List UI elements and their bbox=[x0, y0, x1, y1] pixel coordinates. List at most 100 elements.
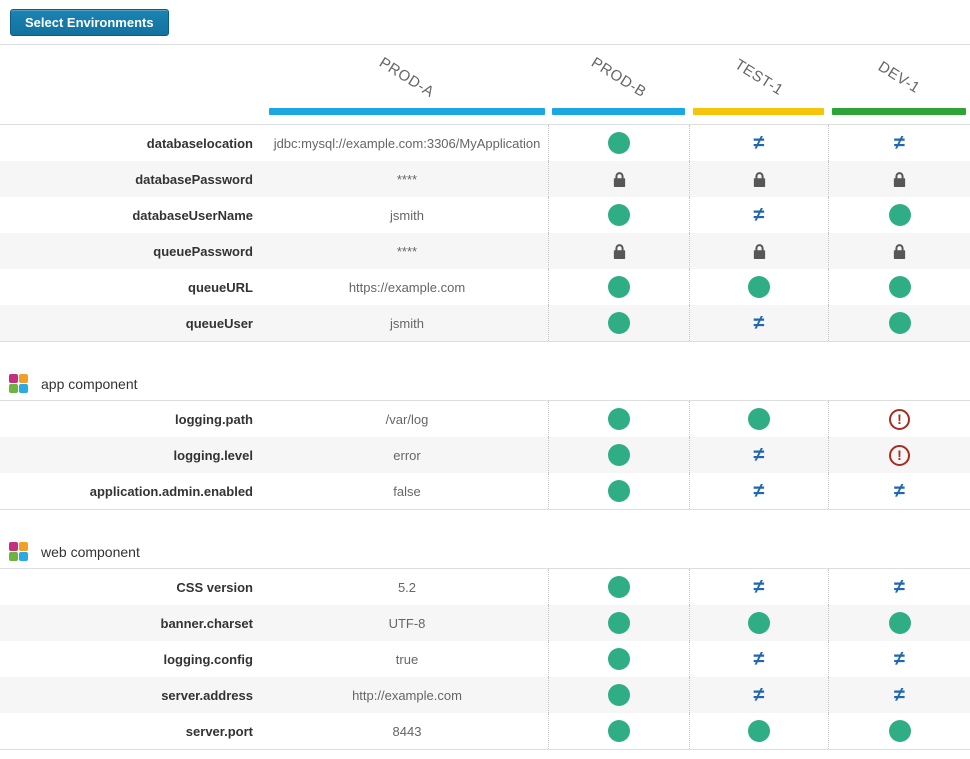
status-cell-prod-b bbox=[548, 233, 689, 269]
env-name-label: PROD-A bbox=[376, 54, 438, 101]
property-value-prod-a: true bbox=[395, 651, 419, 667]
equal-icon[interactable] bbox=[608, 408, 630, 430]
equal-icon[interactable] bbox=[748, 408, 770, 430]
property-row: logging.path /var/log ! bbox=[0, 401, 970, 437]
status-cell-test-1: ≠ bbox=[689, 197, 828, 233]
environment-header-row: PROD-A PROD-B TEST-1 DEV-1 bbox=[0, 45, 970, 125]
toolbar: Select Environments bbox=[0, 0, 970, 44]
env-name-label: DEV-1 bbox=[875, 58, 923, 97]
property-value-prod-a: jsmith bbox=[390, 315, 424, 331]
status-cell-prod-b bbox=[548, 197, 689, 233]
status-cell-prod-b bbox=[548, 473, 689, 509]
equal-icon[interactable] bbox=[888, 204, 911, 226]
env-color-bar bbox=[832, 108, 966, 115]
equal-icon[interactable] bbox=[888, 612, 911, 634]
not-equal-icon[interactable]: ≠ bbox=[894, 648, 905, 670]
property-row: queueURL https://example.com bbox=[0, 269, 970, 305]
equal-icon[interactable] bbox=[888, 276, 911, 298]
property-name: queuePassword bbox=[153, 243, 253, 259]
lock-icon[interactable] bbox=[891, 243, 908, 260]
section-title: web component bbox=[41, 544, 140, 560]
env-color-bar bbox=[552, 108, 685, 115]
property-value-prod-a: /var/log bbox=[385, 411, 429, 427]
status-cell-prod-b bbox=[548, 641, 689, 677]
equal-icon[interactable] bbox=[608, 720, 630, 742]
equal-icon[interactable] bbox=[608, 204, 630, 226]
not-equal-icon[interactable]: ≠ bbox=[753, 648, 765, 670]
lock-icon[interactable] bbox=[891, 171, 908, 188]
not-equal-icon[interactable]: ≠ bbox=[753, 204, 765, 226]
lock-icon[interactable] bbox=[611, 171, 628, 188]
equal-icon[interactable] bbox=[608, 684, 630, 706]
status-cell-test-1 bbox=[689, 161, 828, 197]
property-name: server.address bbox=[161, 687, 253, 703]
status-cell-dev-1: ≠ bbox=[828, 569, 970, 605]
warning-icon[interactable]: ! bbox=[889, 444, 910, 466]
property-name: logging.level bbox=[173, 447, 253, 463]
status-cell-test-1: ≠ bbox=[689, 305, 828, 341]
status-cell-prod-b bbox=[548, 605, 689, 641]
property-value-prod-a: false bbox=[393, 483, 421, 499]
select-environments-button[interactable]: Select Environments bbox=[10, 9, 169, 36]
not-equal-icon[interactable]: ≠ bbox=[753, 444, 765, 466]
property-value-prod-a: jsmith bbox=[390, 207, 424, 223]
property-row: application.admin.enabled false ≠ ≠ bbox=[0, 473, 970, 509]
env-color-bar bbox=[268, 108, 546, 115]
property-row: logging.config true ≠ ≠ bbox=[0, 641, 970, 677]
equal-icon[interactable] bbox=[608, 480, 630, 502]
not-equal-icon[interactable]: ≠ bbox=[894, 684, 905, 706]
status-cell-test-1: ≠ bbox=[689, 473, 828, 509]
not-equal-icon[interactable]: ≠ bbox=[753, 132, 765, 154]
not-equal-icon[interactable]: ≠ bbox=[894, 576, 905, 598]
equal-icon[interactable] bbox=[608, 312, 630, 334]
equal-icon[interactable] bbox=[608, 648, 630, 670]
equal-icon[interactable] bbox=[608, 132, 630, 154]
warning-icon[interactable]: ! bbox=[889, 408, 910, 430]
not-equal-icon[interactable]: ≠ bbox=[753, 480, 765, 502]
status-cell-prod-b bbox=[548, 677, 689, 713]
not-equal-icon[interactable]: ≠ bbox=[894, 132, 905, 154]
status-cell-test-1 bbox=[689, 233, 828, 269]
equal-icon[interactable] bbox=[888, 312, 911, 334]
section-rows: CSS version 5.2 ≠ ≠ banner.charset UTF-8… bbox=[0, 569, 970, 750]
equal-icon[interactable] bbox=[608, 576, 630, 598]
env-header-prod-a: PROD-A bbox=[266, 45, 548, 124]
property-row: logging.level error ≠ ! bbox=[0, 437, 970, 473]
lock-icon[interactable] bbox=[751, 243, 768, 260]
status-cell-dev-1 bbox=[828, 161, 970, 197]
not-equal-icon[interactable]: ≠ bbox=[894, 480, 905, 502]
status-cell-prod-b bbox=[548, 437, 689, 473]
status-cell-test-1 bbox=[689, 605, 828, 641]
lock-icon[interactable] bbox=[751, 171, 768, 188]
property-name: queueUser bbox=[185, 315, 253, 331]
not-equal-icon[interactable]: ≠ bbox=[753, 576, 765, 598]
status-cell-test-1 bbox=[689, 401, 828, 437]
status-cell-prod-b bbox=[548, 125, 689, 161]
component-puzzle-icon bbox=[9, 374, 29, 394]
lock-icon[interactable] bbox=[611, 243, 628, 260]
property-row: queuePassword **** bbox=[0, 233, 970, 269]
status-cell-dev-1: ! bbox=[828, 437, 970, 473]
not-equal-icon[interactable]: ≠ bbox=[753, 312, 765, 334]
property-value-prod-a: error bbox=[393, 447, 421, 463]
status-cell-dev-1: ≠ bbox=[828, 473, 970, 509]
status-cell-prod-b bbox=[548, 569, 689, 605]
equal-icon[interactable] bbox=[748, 276, 770, 298]
env-header-test-1: TEST-1 bbox=[689, 45, 828, 124]
property-value-prod-a: **** bbox=[396, 171, 418, 187]
config-section: web component CSS version 5.2 ≠ ≠ banner… bbox=[0, 510, 970, 750]
property-row: databasePassword **** bbox=[0, 161, 970, 197]
component-puzzle-icon bbox=[9, 542, 29, 562]
not-equal-icon[interactable]: ≠ bbox=[753, 684, 765, 706]
status-cell-prod-b bbox=[548, 401, 689, 437]
equal-icon[interactable] bbox=[748, 720, 770, 742]
equal-icon[interactable] bbox=[608, 444, 630, 466]
status-cell-test-1 bbox=[689, 269, 828, 305]
property-value-prod-a: http://example.com bbox=[352, 687, 462, 703]
equal-icon[interactable] bbox=[888, 720, 911, 742]
property-name: CSS version bbox=[176, 579, 253, 595]
status-cell-dev-1 bbox=[828, 269, 970, 305]
equal-icon[interactable] bbox=[608, 276, 630, 298]
equal-icon[interactable] bbox=[748, 612, 770, 634]
equal-icon[interactable] bbox=[608, 612, 630, 634]
